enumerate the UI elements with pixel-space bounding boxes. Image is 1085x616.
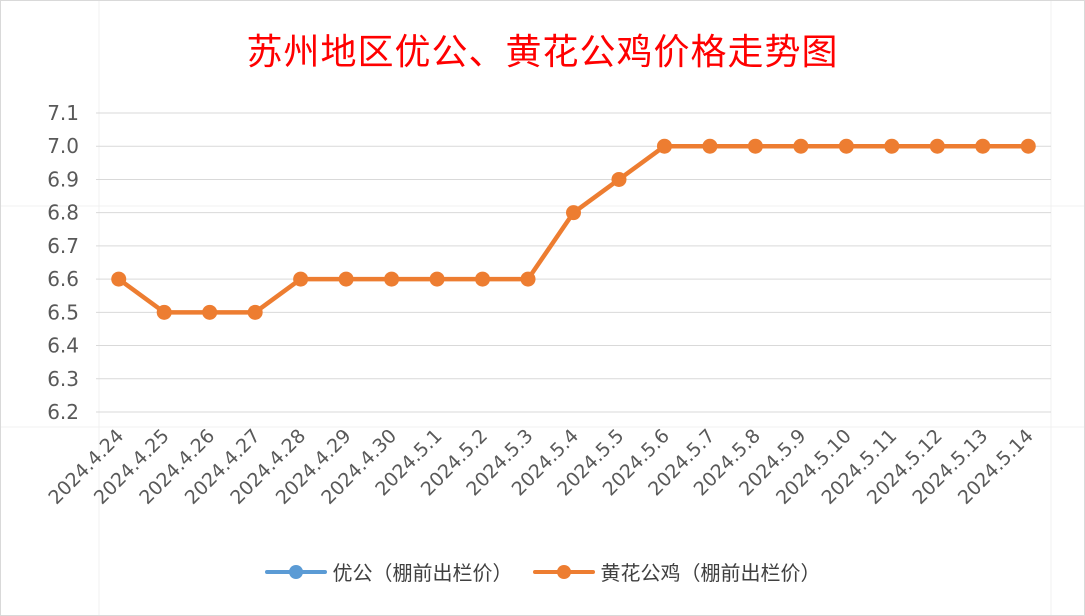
y-tick-label: 7.1 [47,101,79,125]
y-tick-label: 6.6 [47,267,79,291]
series-1-data-point [611,171,627,187]
series-1-data-point [520,271,536,287]
y-tick-label: 6.5 [47,300,79,324]
legend-marker-youqong [288,564,303,579]
series-1-data-point [247,304,263,320]
series-1-data-point [156,304,172,320]
legend-label-huanghua: 黄花公鸡（棚前出栏价） [600,561,821,585]
legend-swatch-youqong [264,562,327,582]
legend-item-huanghua: 黄花公鸡（棚前出栏价） [532,557,821,586]
legend-marker-huanghua [556,564,571,579]
legend-item-youqong: 优公（棚前出栏价） [264,557,513,586]
series-1-data-point [202,304,218,320]
series-1-data-point [429,271,445,287]
series-1-data-point [111,271,127,287]
y-tick-label: 6.8 [47,201,79,225]
series-1-data-point [293,271,309,287]
legend-swatch-huanghua [532,562,595,582]
series-1-data-point [475,271,491,287]
series-1-data-point [975,138,991,154]
series-1-data-point [566,205,581,221]
legend-label-youqong: 优公（棚前出栏价） [332,561,513,585]
series-1-data-point [1020,138,1036,154]
series-1-data-point [747,138,763,154]
y-tick-label: 6.7 [47,234,79,258]
series-line-1 [116,143,1031,315]
series-1-data-point [702,138,718,154]
series-1-data-point [338,271,354,287]
y-tick-label: 7.0 [47,134,79,158]
series-1-data-point [384,271,400,287]
y-tick-label: 6.2 [47,400,79,424]
series-1-data-point [929,138,945,154]
series-1-data-point [793,138,809,154]
series-1-data-point [838,138,854,154]
legend: 优公（棚前出栏价） 黄花公鸡（棚前出栏价） [1,557,1084,586]
series-1-data-point [884,138,900,154]
series-1-data-point [656,138,672,154]
y-tick-label: 6.9 [47,167,79,191]
y-tick-label: 6.4 [47,334,79,358]
chart-title: 苏州地区优公、黄花公鸡价格走势图 [246,32,839,73]
y-tick-label: 6.3 [47,367,79,391]
